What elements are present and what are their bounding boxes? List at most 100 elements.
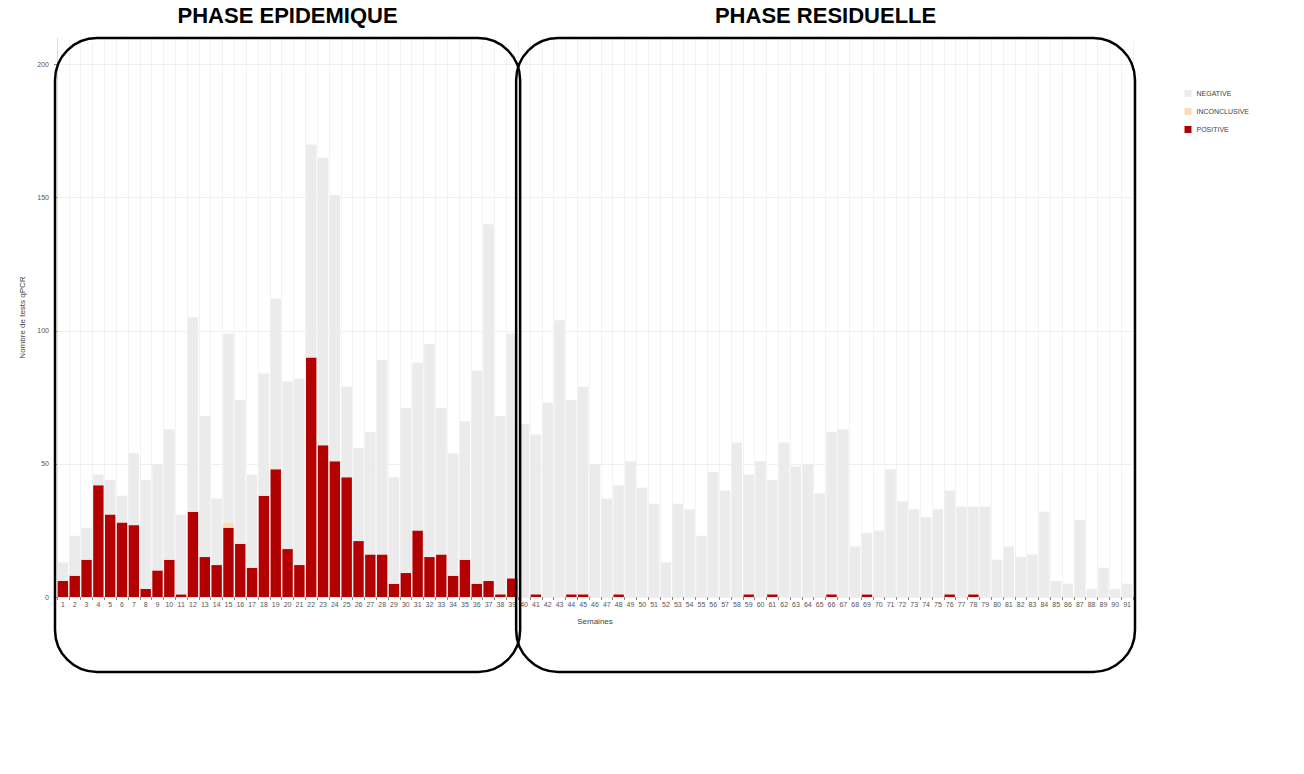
svg-text:71: 71 <box>887 601 895 608</box>
svg-text:0: 0 <box>45 594 49 601</box>
svg-text:5: 5 <box>108 601 112 608</box>
svg-text:35: 35 <box>461 601 469 608</box>
svg-text:16: 16 <box>236 601 244 608</box>
svg-text:86: 86 <box>1064 601 1072 608</box>
svg-text:81: 81 <box>1005 601 1013 608</box>
svg-text:55: 55 <box>698 601 706 608</box>
svg-text:33: 33 <box>437 601 445 608</box>
svg-text:4: 4 <box>96 601 100 608</box>
svg-text:89: 89 <box>1100 601 1108 608</box>
svg-text:26: 26 <box>355 601 363 608</box>
svg-text:68: 68 <box>851 601 859 608</box>
svg-text:54: 54 <box>686 601 694 608</box>
svg-text:83: 83 <box>1029 601 1037 608</box>
svg-text:23: 23 <box>319 601 327 608</box>
svg-text:36: 36 <box>473 601 481 608</box>
svg-text:85: 85 <box>1052 601 1060 608</box>
svg-text:Semaines: Semaines <box>577 617 613 626</box>
svg-text:80: 80 <box>993 601 1001 608</box>
svg-text:50: 50 <box>41 460 49 467</box>
svg-text:88: 88 <box>1088 601 1096 608</box>
svg-text:60: 60 <box>757 601 765 608</box>
svg-text:76: 76 <box>946 601 954 608</box>
svg-text:79: 79 <box>981 601 989 608</box>
svg-text:46: 46 <box>591 601 599 608</box>
svg-text:48: 48 <box>615 601 623 608</box>
svg-text:Nombre de tests qPCR: Nombre de tests qPCR <box>18 276 27 358</box>
svg-text:58: 58 <box>733 601 741 608</box>
svg-text:56: 56 <box>709 601 717 608</box>
svg-text:32: 32 <box>426 601 434 608</box>
svg-text:29: 29 <box>390 601 398 608</box>
svg-text:7: 7 <box>132 601 136 608</box>
svg-text:41: 41 <box>532 601 540 608</box>
svg-text:PHASE RESIDUELLE: PHASE RESIDUELLE <box>715 3 936 28</box>
svg-text:75: 75 <box>934 601 942 608</box>
svg-text:22: 22 <box>307 601 315 608</box>
svg-text:25: 25 <box>343 601 351 608</box>
svg-text:1: 1 <box>61 601 65 608</box>
svg-text:3: 3 <box>85 601 89 608</box>
svg-text:13: 13 <box>201 601 209 608</box>
svg-text:POSITIVE: POSITIVE <box>1196 126 1229 133</box>
svg-text:11: 11 <box>178 601 185 608</box>
svg-text:42: 42 <box>544 601 552 608</box>
svg-text:PHASE EPIDEMIQUE: PHASE EPIDEMIQUE <box>178 3 398 28</box>
svg-text:100: 100 <box>37 327 49 334</box>
svg-text:57: 57 <box>721 601 729 608</box>
svg-text:9: 9 <box>156 601 160 608</box>
svg-text:15: 15 <box>225 601 233 608</box>
svg-text:2: 2 <box>73 601 77 608</box>
svg-text:44: 44 <box>567 601 575 608</box>
svg-text:51: 51 <box>650 601 658 608</box>
svg-text:63: 63 <box>792 601 800 608</box>
svg-text:66: 66 <box>828 601 836 608</box>
svg-text:6: 6 <box>120 601 124 608</box>
svg-text:62: 62 <box>780 601 788 608</box>
svg-text:12: 12 <box>189 601 197 608</box>
svg-text:20: 20 <box>284 601 292 608</box>
svg-text:90: 90 <box>1111 601 1119 608</box>
svg-text:27: 27 <box>366 601 374 608</box>
svg-text:49: 49 <box>627 601 635 608</box>
svg-text:67: 67 <box>839 601 847 608</box>
svg-text:74: 74 <box>922 601 930 608</box>
svg-text:70: 70 <box>875 601 883 608</box>
svg-text:77: 77 <box>958 601 966 608</box>
svg-text:72: 72 <box>899 601 907 608</box>
svg-text:87: 87 <box>1076 601 1084 608</box>
svg-text:47: 47 <box>603 601 611 608</box>
svg-text:24: 24 <box>331 601 339 608</box>
svg-text:73: 73 <box>910 601 918 608</box>
svg-text:18: 18 <box>260 601 268 608</box>
svg-text:10: 10 <box>165 601 173 608</box>
svg-text:50: 50 <box>638 601 646 608</box>
svg-text:28: 28 <box>378 601 386 608</box>
svg-text:61: 61 <box>768 601 776 608</box>
svg-text:65: 65 <box>816 601 824 608</box>
svg-text:84: 84 <box>1040 601 1048 608</box>
svg-text:45: 45 <box>579 601 587 608</box>
svg-text:17: 17 <box>248 601 256 608</box>
svg-text:34: 34 <box>449 601 457 608</box>
svg-text:43: 43 <box>556 601 564 608</box>
svg-text:69: 69 <box>863 601 871 608</box>
svg-text:19: 19 <box>272 601 280 608</box>
svg-text:30: 30 <box>402 601 410 608</box>
svg-text:150: 150 <box>37 194 49 201</box>
svg-text:64: 64 <box>804 601 812 608</box>
svg-text:59: 59 <box>745 601 753 608</box>
svg-text:200: 200 <box>37 61 49 68</box>
svg-text:21: 21 <box>295 601 303 608</box>
svg-text:31: 31 <box>414 601 422 608</box>
svg-text:53: 53 <box>674 601 682 608</box>
svg-text:52: 52 <box>662 601 670 608</box>
svg-text:14: 14 <box>213 601 221 608</box>
svg-text:78: 78 <box>969 601 977 608</box>
svg-text:91: 91 <box>1123 601 1131 608</box>
svg-text:82: 82 <box>1017 601 1025 608</box>
svg-text:37: 37 <box>485 601 493 608</box>
svg-text:8: 8 <box>144 601 148 608</box>
svg-text:38: 38 <box>497 601 505 608</box>
svg-text:INCONCLUSIVE: INCONCLUSIVE <box>1196 108 1249 115</box>
